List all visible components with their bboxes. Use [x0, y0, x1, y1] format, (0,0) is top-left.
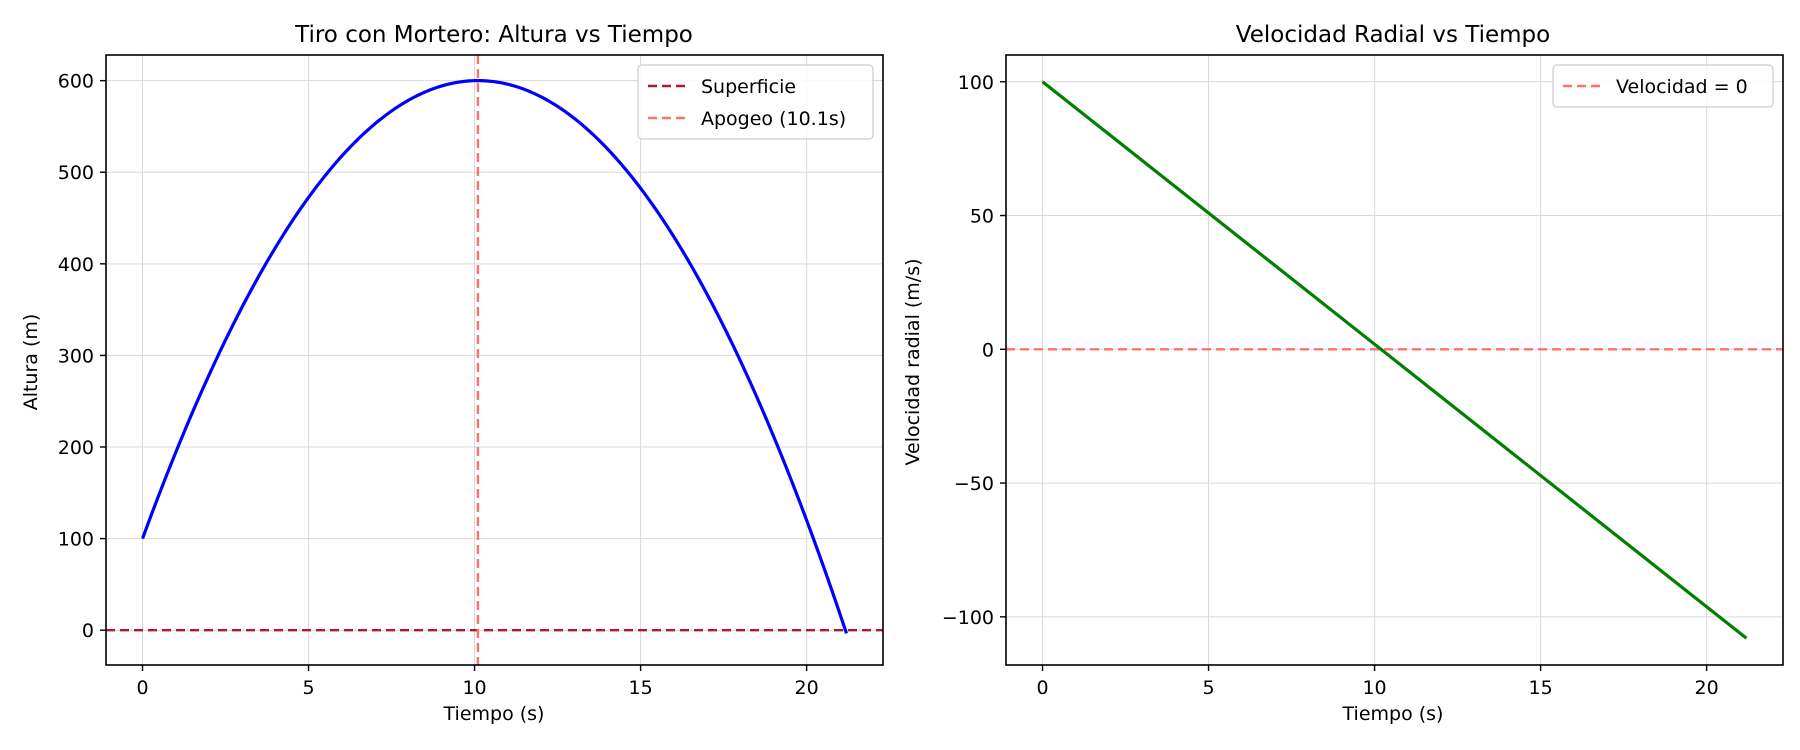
plot-area: [1006, 80, 1783, 640]
plot-frame: [105, 54, 884, 666]
y-tick-label: 600: [58, 71, 94, 93]
legend-box: [1552, 64, 1774, 108]
x-axis-label: Tiempo (s): [443, 703, 545, 725]
x-tick-label: 5: [303, 677, 315, 699]
y-tick-label: 400: [58, 254, 94, 276]
data-series-line: [1041, 80, 1748, 640]
y-tick-label: 100: [58, 529, 94, 551]
plot-frame: [1005, 54, 1784, 666]
panel-velocidad: Velocidad Radial vs Tiempo Tiempo (s) Ve…: [902, 22, 1784, 725]
x-tick-label: 5: [1203, 677, 1215, 699]
y-tick-label: −50: [954, 473, 994, 495]
panel-altura: Tiro con Mortero: Altura vs Tiempo Tiemp…: [20, 22, 884, 725]
y-tick-label: 100: [958, 72, 994, 94]
x-tick-label: 0: [1036, 677, 1048, 699]
y-tick-label: 50: [970, 206, 994, 228]
legend: Velocidad = 0: [1552, 64, 1774, 108]
y-tick-label: 0: [982, 339, 994, 361]
x-axis-label: Tiempo (s): [1342, 703, 1444, 725]
chart-title: Tiro con Mortero: Altura vs Tiempo: [294, 22, 693, 48]
legend: Superficie Apogeo (10.1s): [637, 64, 874, 140]
x-tick-label: 10: [1362, 677, 1386, 699]
x-tick-label: 15: [629, 677, 653, 699]
x-tick-label: 0: [136, 677, 148, 699]
y-tick-label: 0: [82, 620, 94, 642]
data-series-line: [141, 78, 848, 634]
legend-label: Superficie: [701, 76, 796, 98]
y-axis-label: Altura (m): [20, 314, 42, 411]
y-axis-label: Velocidad radial (m/s): [902, 258, 924, 465]
y-tick-label: 300: [58, 345, 94, 367]
x-tick-label: 10: [462, 677, 486, 699]
legend-label: Velocidad = 0: [1616, 76, 1748, 98]
plot-area: [106, 55, 883, 665]
y-tick-label: −100: [942, 607, 994, 629]
x-tick-label: 20: [1695, 677, 1719, 699]
legend-label: Apogeo (10.1s): [701, 108, 846, 130]
chart-title: Velocidad Radial vs Tiempo: [1236, 22, 1550, 48]
x-tick-label: 20: [795, 677, 819, 699]
x-tick-label: 15: [1529, 677, 1553, 699]
y-tick-label: 500: [58, 162, 94, 184]
legend-box: [637, 64, 874, 140]
y-tick-label: 200: [58, 437, 94, 459]
